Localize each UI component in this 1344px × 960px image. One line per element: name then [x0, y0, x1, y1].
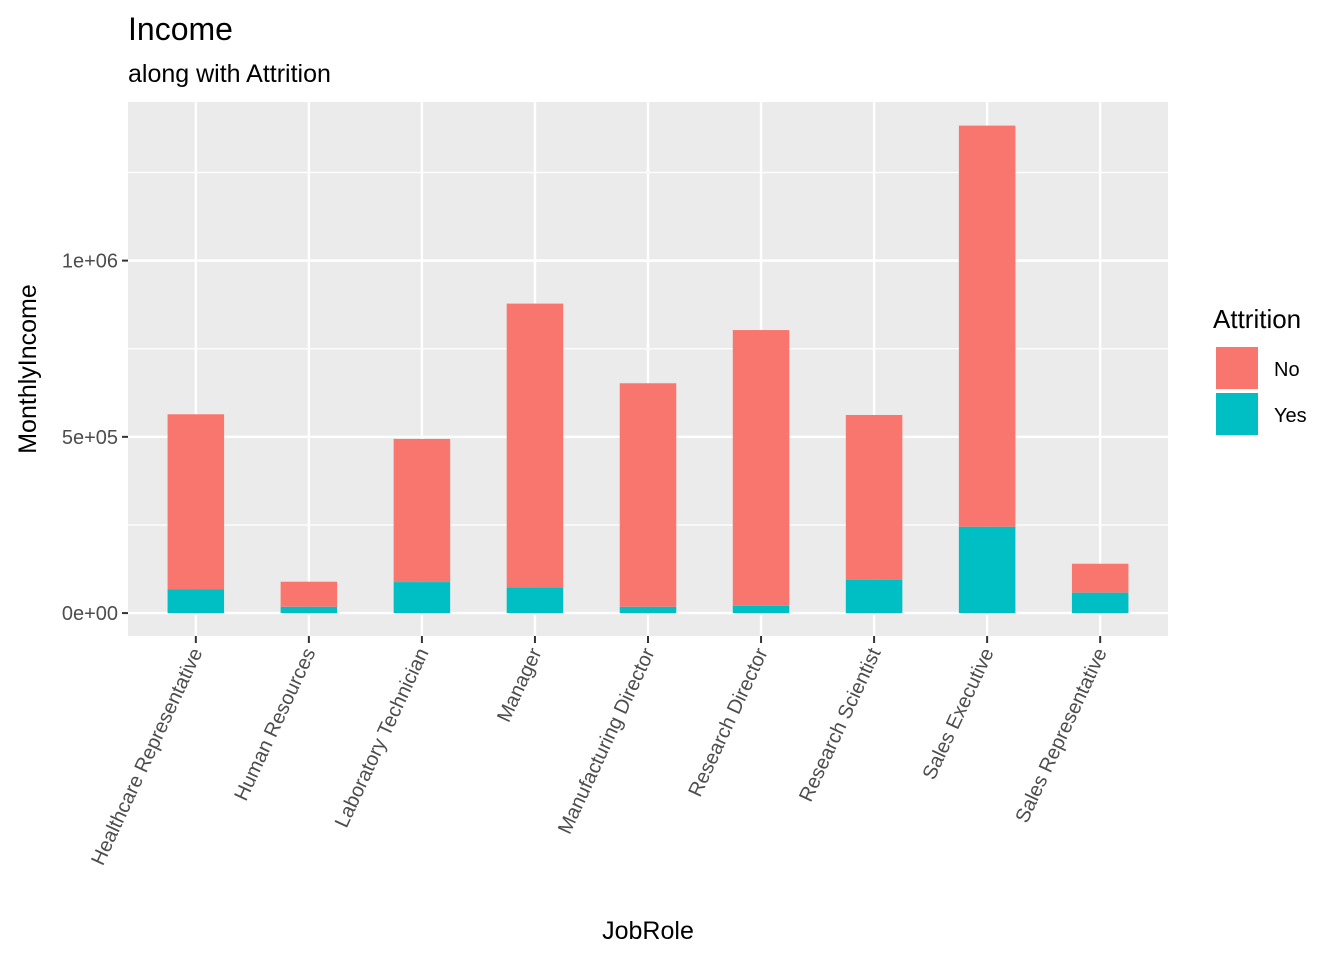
bar-yes-1: [280, 606, 338, 614]
x-tick-label: Healthcare Representative: [87, 645, 207, 869]
bar-yes-0: [167, 589, 225, 614]
chart-title: Income: [128, 11, 233, 47]
bar-yes-7: [958, 526, 1016, 614]
bar-yes-2: [393, 582, 451, 614]
bar-no-6: [845, 414, 903, 580]
x-tick-label: Research Scientist: [795, 644, 886, 805]
x-tick-label: Manager: [493, 645, 546, 726]
bar-no-8: [1071, 563, 1129, 593]
legend-title: Attrition: [1213, 304, 1301, 334]
bar-no-3: [506, 303, 564, 588]
y-tick-label: 5e+05: [62, 427, 118, 449]
legend: Attrition No Yes: [1213, 304, 1307, 435]
x-tick-label: Human Resources: [230, 645, 320, 804]
chart-subtitle: along with Attrition: [128, 60, 331, 88]
bar-no-0: [167, 414, 225, 590]
bar-yes-4: [619, 606, 677, 614]
bar-no-4: [619, 383, 677, 607]
bar-no-7: [958, 125, 1016, 527]
y-axis: 0e+00 5e+05 1e+06: [62, 251, 128, 625]
bar-no-1: [280, 581, 338, 607]
legend-key-no: [1216, 347, 1258, 389]
bar-yes-5: [732, 605, 790, 614]
y-tick-label: 1e+06: [62, 251, 118, 273]
legend-key-yes: [1216, 393, 1258, 435]
x-axis: Healthcare Representative Human Resources…: [87, 636, 1112, 869]
bars: [167, 125, 1129, 614]
x-tick-label: Sales Executive: [919, 645, 999, 783]
bar-yes-3: [506, 587, 564, 614]
x-tick-label: Laboratory Technician: [331, 645, 433, 831]
legend-label-yes: Yes: [1274, 405, 1307, 427]
bar-yes-8: [1071, 592, 1129, 614]
x-axis-title: JobRole: [602, 917, 694, 945]
y-tick-label: 0e+00: [62, 603, 118, 625]
bar-yes-6: [845, 579, 903, 614]
x-tick-label: Research Director: [685, 645, 773, 801]
legend-label-no: No: [1274, 359, 1300, 381]
x-tick-label: Sales Representative: [1011, 645, 1111, 827]
x-tick-label: Manufacturing Director: [554, 645, 660, 838]
y-axis-title: MonthlyIncome: [14, 284, 42, 454]
bar-no-2: [393, 438, 451, 583]
bar-no-5: [732, 330, 790, 606]
